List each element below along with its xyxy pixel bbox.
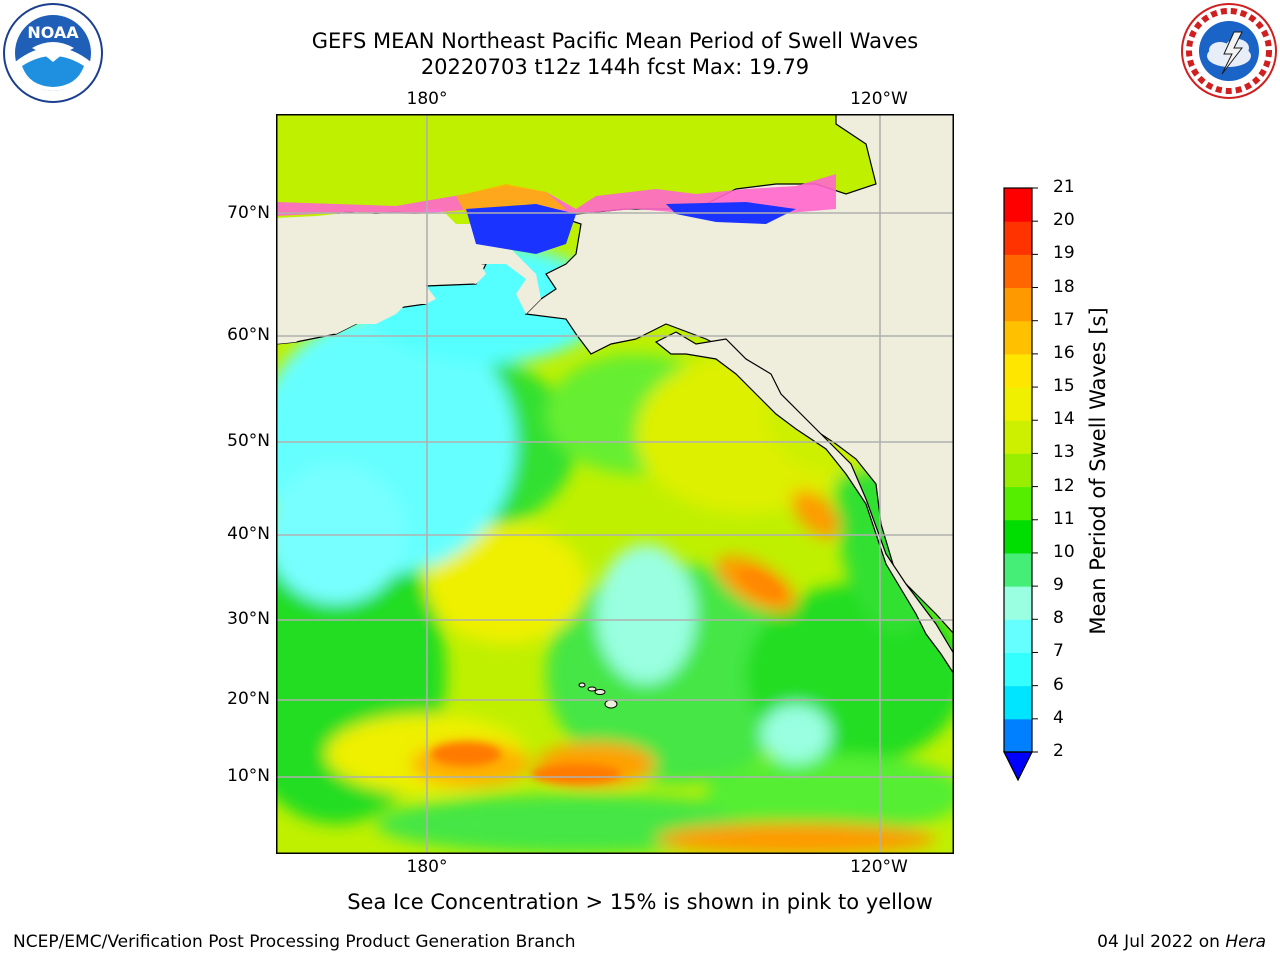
colorbar-segment xyxy=(1004,652,1032,687)
colorbar-tick-label: 7 xyxy=(1053,641,1064,662)
colorbar-tick-label: 9 xyxy=(1053,575,1064,596)
noaa-logo: NOAA xyxy=(3,3,103,103)
lat-label-40n: 40°N xyxy=(227,524,270,544)
lat-label-50n: 50°N xyxy=(227,431,270,451)
bering-coast-west xyxy=(276,209,541,344)
colorbar-tick-label: 19 xyxy=(1053,243,1075,264)
lon-label-180-top: 180° xyxy=(406,89,448,109)
lon-label-120w-bottom: 120°W xyxy=(850,857,908,877)
colorbar-extend-arrow xyxy=(1003,751,1033,782)
north-america-coast xyxy=(654,331,954,854)
colorbar-segment xyxy=(1004,320,1032,355)
colorbar-segment xyxy=(1004,287,1032,322)
hawaii-islands xyxy=(578,682,618,709)
colorbar-tick-label: 6 xyxy=(1053,674,1064,695)
colorbar-tick-label: 8 xyxy=(1053,608,1064,629)
lon-label-120w-top: 120°W xyxy=(850,89,908,109)
colorbar-tick-label: 2 xyxy=(1053,741,1064,761)
colorbar-tick-label: 4 xyxy=(1053,707,1064,728)
footer-date-text: 04 Jul 2022 on xyxy=(1097,932,1226,952)
swell-period-map xyxy=(276,114,954,854)
colorbar-tick-label: 11 xyxy=(1053,508,1075,529)
colorbar-segment xyxy=(1004,685,1032,720)
noaa-logo-text: NOAA xyxy=(27,23,79,42)
colorbar-tick-label: 17 xyxy=(1053,309,1075,330)
colorbar-tick-label: 14 xyxy=(1053,409,1075,430)
colorbar-segment xyxy=(1004,254,1032,289)
colorbar-tick-label: 20 xyxy=(1053,210,1075,231)
lat-label-20n: 20°N xyxy=(227,689,270,709)
colorbar-tick-label: 21 xyxy=(1053,177,1075,197)
colorbar-segment xyxy=(1004,221,1032,255)
footer-host: Hera xyxy=(1225,932,1266,952)
lat-label-30n: 30°N xyxy=(227,609,270,629)
colorbar-tick-label: 15 xyxy=(1053,376,1075,397)
colorbar-segment xyxy=(1004,718,1032,753)
colorbar-tick-label: 13 xyxy=(1053,442,1075,463)
colorbar-segment xyxy=(1004,486,1032,521)
graticule xyxy=(276,114,954,854)
colorbar-tick-label: 10 xyxy=(1053,541,1075,562)
colorbar-segment xyxy=(1004,453,1032,488)
colorbar-label: Mean Period of Swell Waves [s] xyxy=(1086,307,1110,635)
chart-subtitle: 20220703 t12z 144h fcst Max: 19.79 xyxy=(420,55,810,79)
colorbar-segment xyxy=(1004,586,1032,620)
colorbar-tick-label: 18 xyxy=(1053,276,1075,297)
lat-label-10n: 10°N xyxy=(227,766,270,786)
colorbar-segment xyxy=(1004,420,1032,454)
colorbar xyxy=(1003,187,1038,782)
colorbar-segment xyxy=(1004,519,1032,554)
footer-date: 04 Jul 2022 on Hera xyxy=(1097,932,1266,952)
colorbar-segment xyxy=(1004,387,1032,421)
lat-label-60n: 60°N xyxy=(227,325,270,345)
footer-credit: NCEP/EMC/Verification Post Processing Pr… xyxy=(13,932,576,952)
colorbar-segment xyxy=(1004,619,1032,653)
colorbar-segment xyxy=(1004,353,1032,388)
chart-title: GEFS MEAN Northeast Pacific Mean Period … xyxy=(311,29,919,53)
lat-label-70n: 70°N xyxy=(227,203,270,223)
colorbar-segment xyxy=(1004,188,1032,222)
lon-label-180-bottom: 180° xyxy=(406,857,448,877)
sea-ice-note: Sea Ice Concentration > 15% is shown in … xyxy=(347,890,933,914)
colorbar-segment xyxy=(1004,552,1032,587)
colorbar-tick-label: 16 xyxy=(1053,342,1075,363)
colorbar-tick-label: 12 xyxy=(1053,475,1075,496)
nws-logo xyxy=(1181,3,1277,99)
